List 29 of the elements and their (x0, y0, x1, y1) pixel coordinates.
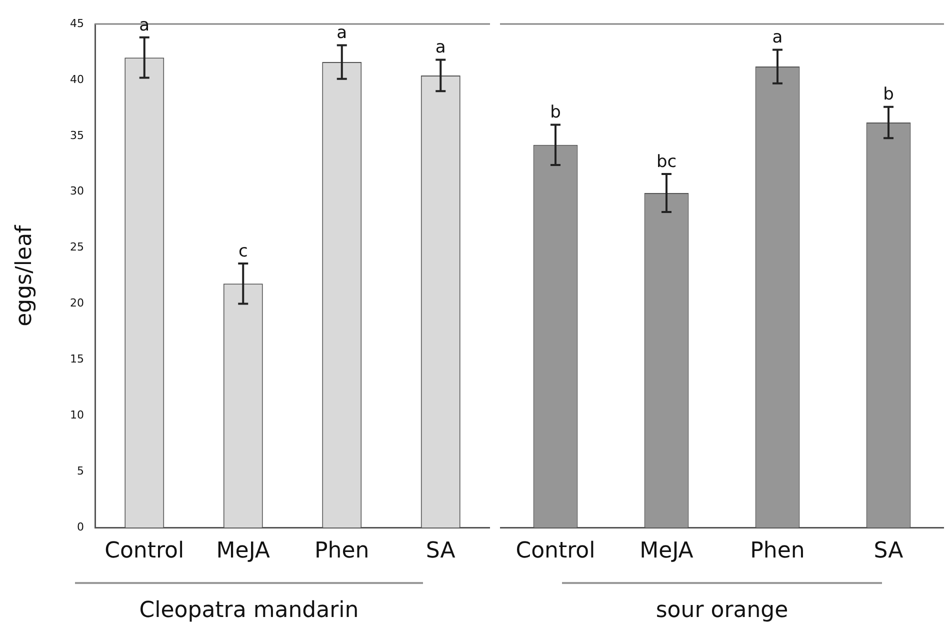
y-tick-label: 35 (70, 128, 84, 142)
y-tick-label: 40 (70, 72, 84, 86)
annotation: a (336, 23, 348, 44)
x-tick-label: Control (516, 538, 596, 564)
annotation: b (883, 84, 894, 105)
y-tick-label: 15 (70, 352, 84, 366)
annotation: bc (656, 152, 677, 172)
x-tick-label: MeJA (216, 538, 270, 564)
y-tick-label: 10 (70, 408, 84, 422)
x-tick-label: SA (874, 538, 904, 564)
annotation: a (772, 28, 783, 48)
x-axis-title: sour orange (654, 598, 790, 622)
y-tick-label: 30 (70, 184, 84, 198)
x-axis-title: Cleopatra mandarin (138, 598, 360, 622)
annotation: a (139, 15, 150, 36)
x-tick-label: Phen (750, 538, 805, 564)
x-tick-label: Control (104, 538, 184, 564)
x-tick-label: SA (426, 538, 456, 564)
y-axis-title: eggs/leaf (12, 224, 37, 326)
annotation: a (435, 38, 446, 58)
annotation: c (238, 241, 248, 262)
y-tick-label: 25 (70, 240, 84, 254)
x-tick-label: Phen (314, 538, 370, 564)
y-tick-label: 0 (77, 520, 84, 534)
y-tick-label: 20 (70, 296, 84, 310)
y-tick-label: 45 (70, 16, 84, 30)
x-tick-label: MeJA (640, 538, 694, 564)
y-tick-label: 5 (77, 464, 84, 478)
annotation: b (550, 102, 561, 123)
